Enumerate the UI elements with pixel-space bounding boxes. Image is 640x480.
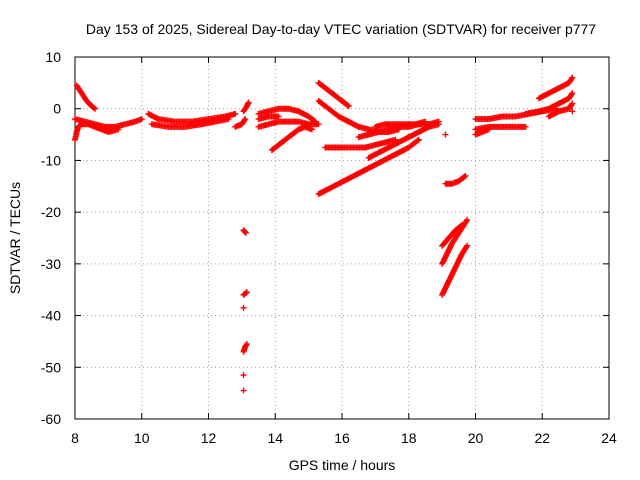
y-tick-label: -50 [41,359,61,375]
data-point [308,126,315,133]
data-point [92,105,99,112]
data-point [225,116,232,123]
series-s8 [240,227,249,236]
x-tick-label: 12 [201,430,217,446]
data-point [241,117,248,124]
data-point [275,113,282,120]
data-point [414,137,421,144]
series-s32 [472,126,492,138]
data-point [240,387,247,394]
x-axis-label: GPS time / hours [289,457,396,473]
data-point [240,372,247,379]
series-s10 [240,304,247,311]
data-point [243,289,250,296]
x-tick-label: 24 [601,430,617,446]
series-s3 [72,121,122,143]
series-s27 [439,242,471,298]
data-point [459,222,466,229]
series-s21 [315,136,422,198]
data-point [463,218,470,225]
x-tick-label: 20 [468,430,484,446]
data-point [422,118,429,125]
y-tick-label: 10 [45,49,61,65]
data-point [242,116,249,123]
series-s29 [439,222,466,249]
data-point [232,110,239,117]
data-point [243,341,250,348]
data-point [522,123,529,130]
data-point [458,222,465,229]
series-s17 [268,123,315,154]
data-point [435,118,442,125]
series-s31 [472,123,529,133]
data-point [115,126,122,133]
x-tick-label: 22 [534,430,550,446]
data-point [242,228,249,235]
y-tick-label: -30 [41,256,61,272]
data-point [243,342,250,349]
series-s34 [535,74,576,102]
series-s13 [240,387,247,394]
data-point [462,172,469,179]
data-point [569,100,576,107]
data-point [242,290,249,297]
data-point [485,126,492,133]
x-tick-label: 18 [401,430,417,446]
series-s26 [442,172,469,187]
series-s5 [148,116,232,130]
series-s25 [442,131,449,138]
y-tick-label: 0 [53,101,61,117]
series-s11 [240,341,250,355]
data-point [569,108,576,115]
series-s16 [255,113,282,123]
data-point [345,103,352,110]
x-tick-label: 10 [134,430,150,446]
data-point [245,99,252,106]
series-s6 [232,116,249,130]
data-point [568,75,575,82]
data-point [242,229,249,236]
y-axis-label: SDTVAR / TECUs [7,182,23,294]
series-s14 [255,105,319,125]
x-axis: 8 10 12 14 16 18 20 22 24 [71,57,617,446]
data-point [568,91,575,98]
data-point [464,242,471,249]
series-s9 [240,289,250,298]
series-s24 [372,118,429,130]
y-tick-label: -20 [41,204,61,220]
x-tick-label: 16 [334,430,350,446]
data-point [90,104,97,111]
series-s35 [545,100,576,120]
y-tick-label: -40 [41,308,61,324]
data-point [461,173,468,180]
y-axis: 10 0 -10 -20 -30 -40 -50 -60 [41,49,609,427]
data-point [568,101,575,108]
series-s12 [240,372,247,379]
series-s1 [73,82,99,112]
data-point [240,304,247,311]
series-s36 [569,108,576,115]
x-tick-label: 8 [71,430,79,446]
data-point [442,131,449,138]
y-tick-label: -60 [41,411,61,427]
chart-title: Day 153 of 2025, Sidereal Day-to-day VTE… [86,21,596,37]
data-point [463,244,470,251]
y-tick-label: -10 [41,152,61,168]
data-point [464,216,471,223]
series-s33 [522,90,576,117]
x-tick-label: 14 [267,430,283,446]
data-points [72,74,576,394]
data-point [344,102,351,109]
series-s20 [322,136,399,151]
data-point [138,116,145,123]
data-point [315,121,322,128]
series-s7 [240,99,252,115]
data-point [569,90,576,97]
series-s18 [315,79,352,110]
data-point [569,74,576,81]
series-s15 [255,118,322,130]
data-point [415,136,422,143]
